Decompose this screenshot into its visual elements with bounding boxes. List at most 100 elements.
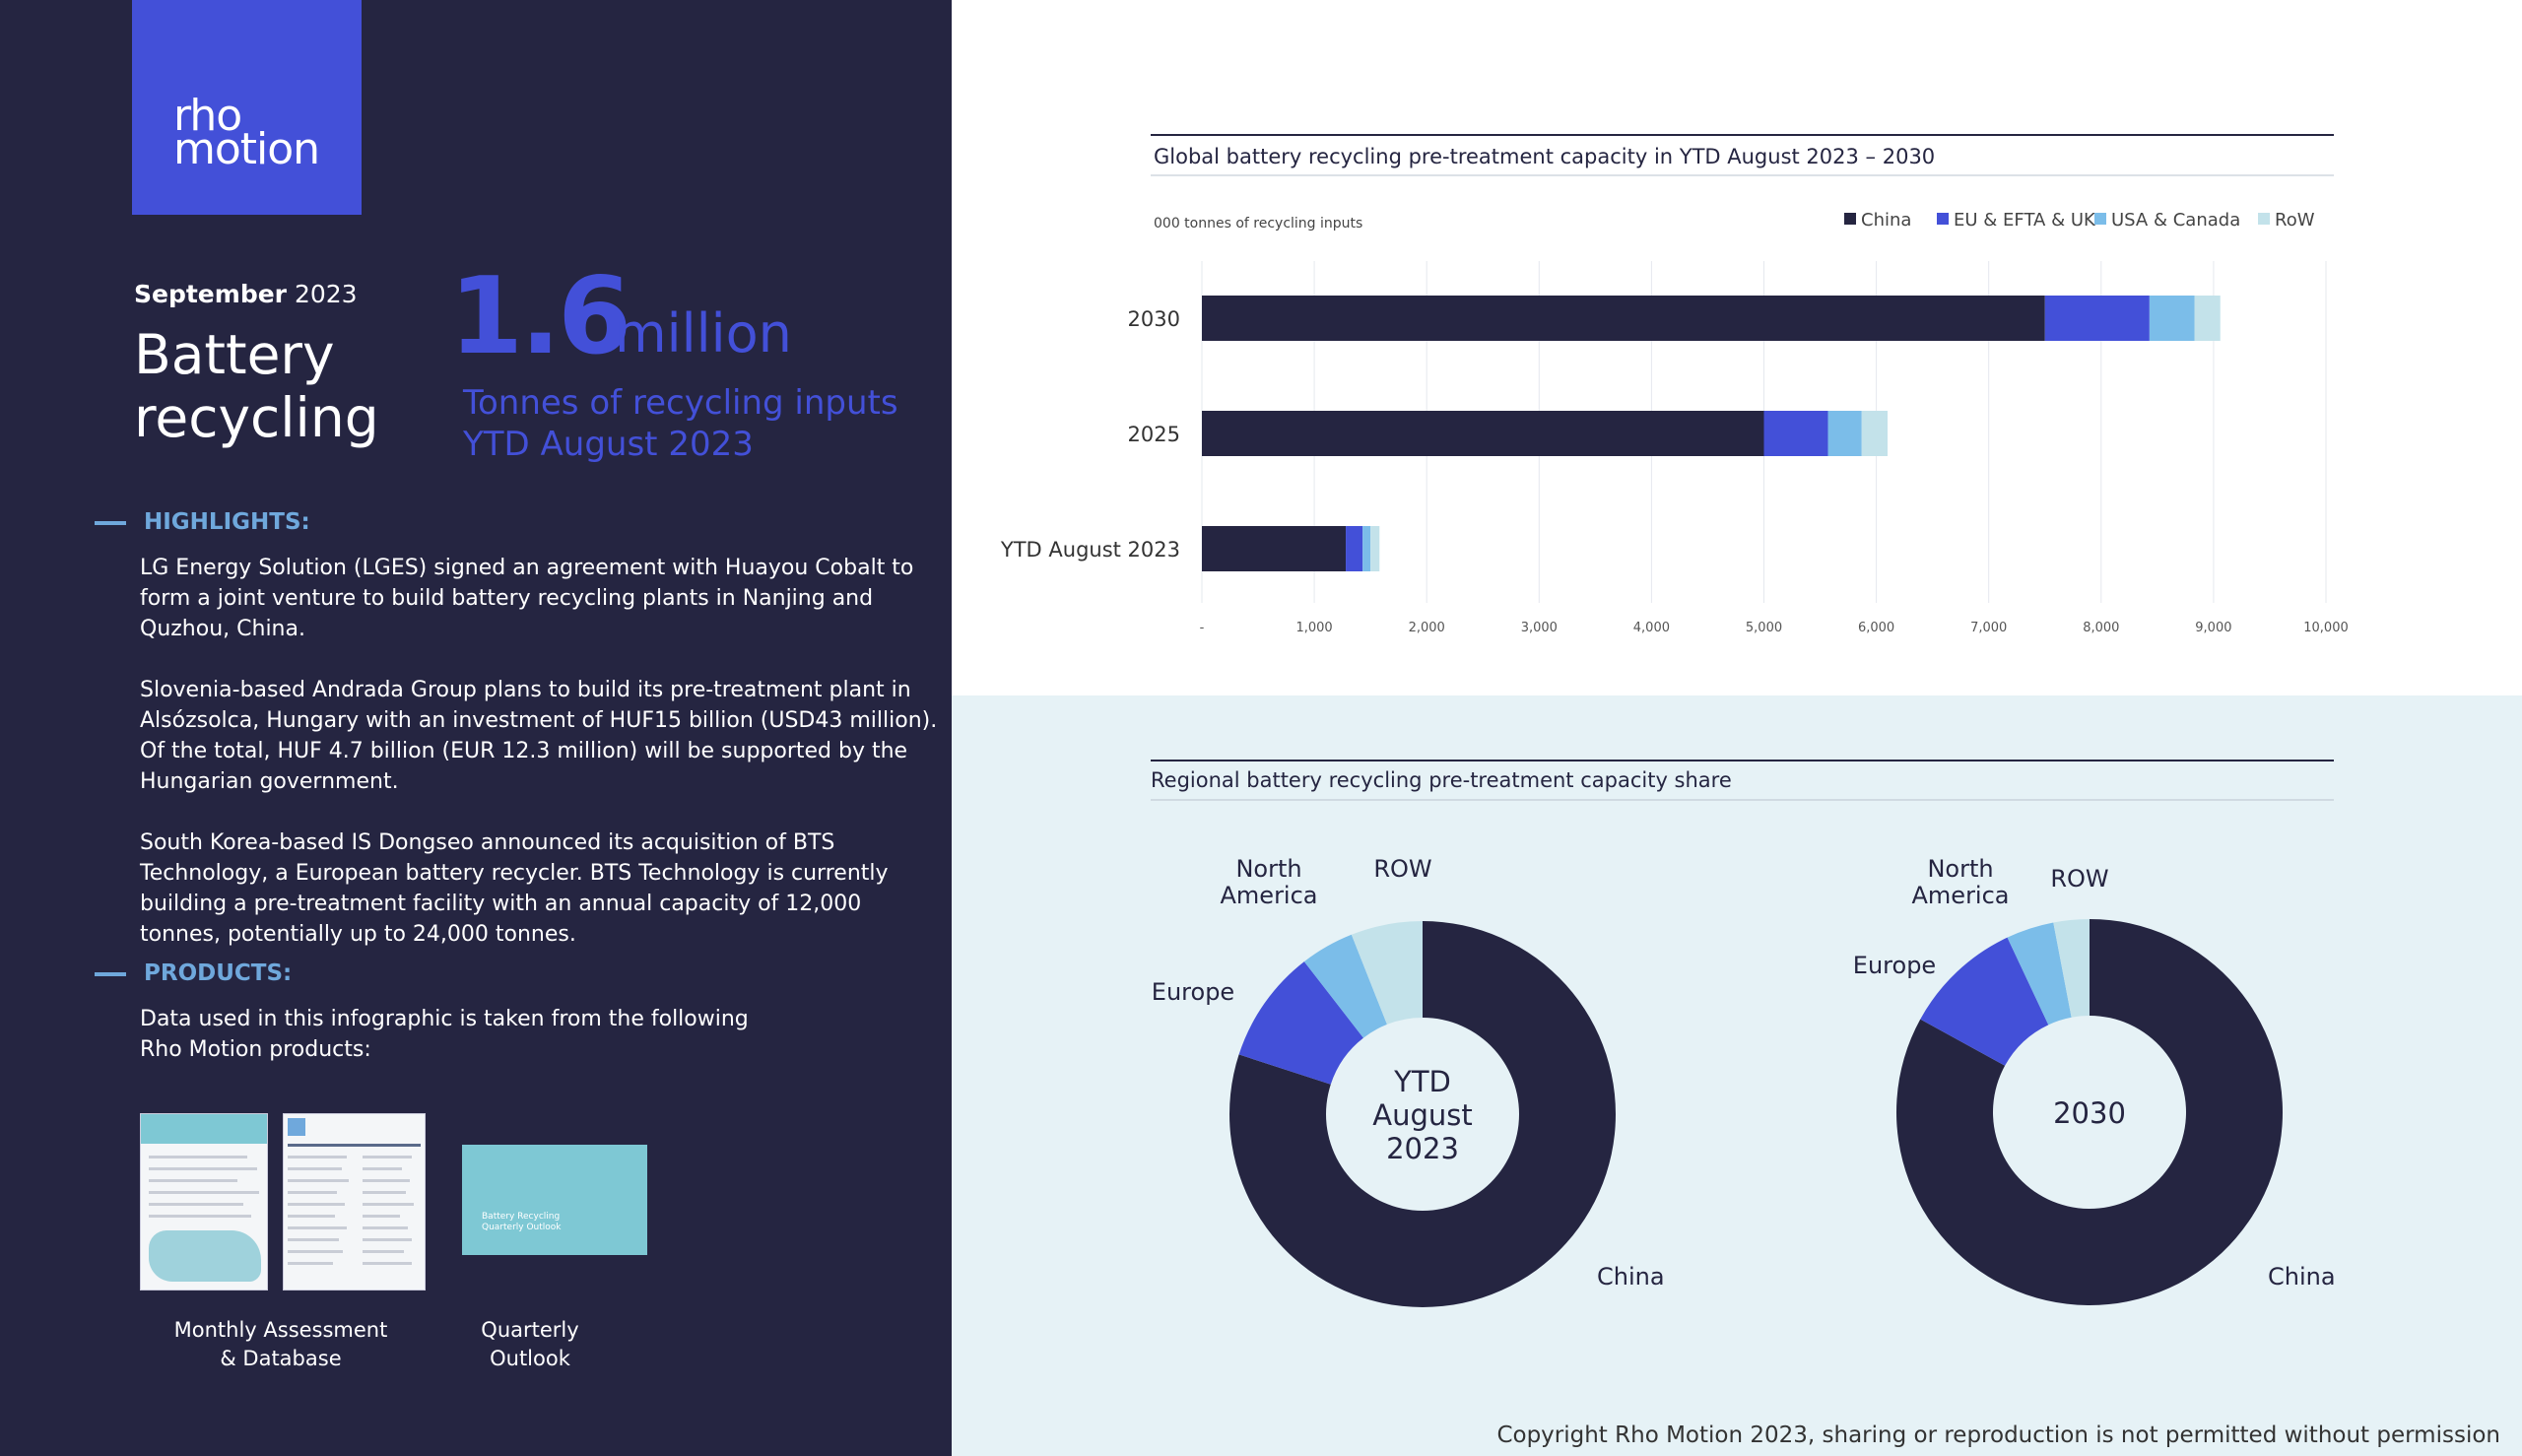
donut-slice-row: [1351, 921, 1423, 1025]
copyright-notice: Copyright Rho Motion 2023, sharing or re…: [1496, 1423, 2500, 1448]
donut-center-label: YTD: [1393, 1065, 1451, 1098]
bar-segment-china: [1202, 296, 2045, 341]
donuts-group: YTDAugust2023ChinaEuropeNorthAmericaROW2…: [1152, 855, 2336, 1307]
products-description: Data used in this infographic is taken f…: [140, 1007, 749, 1062]
page-title: Battery recycling: [134, 323, 379, 449]
world-map-icon: [149, 1230, 261, 1282]
legend-label: China: [1861, 210, 1911, 231]
bar-chart-panel: Global battery recycling pre-treatment c…: [952, 0, 2522, 695]
bar-segment-usa-canada: [1362, 526, 1371, 571]
highlights-dash: [95, 521, 126, 525]
bar-segment-usa-canada: [2149, 296, 2195, 341]
x-tick-label: 5,000: [1746, 621, 1782, 635]
donut-slice-label: Europe: [1853, 952, 1936, 979]
donut-slice-row: [2053, 919, 2090, 1018]
x-tick-label: 4,000: [1633, 621, 1670, 635]
monthly-assessment-label: Monthly Assessment & Database: [169, 1316, 392, 1373]
bar-chart-unit-label: 000 tonnes of recycling inputs: [1154, 216, 1362, 232]
headline-subtitle: Tonnes of recycling inputs YTD August 20…: [463, 382, 936, 465]
donut-slice-label: America: [1912, 882, 2010, 909]
legend-swatch: [1937, 213, 1949, 225]
headline-number: 1.6: [449, 255, 631, 378]
bar-segment-row: [1370, 526, 1380, 571]
legend-label: RoW: [2275, 210, 2315, 231]
headline-unit: million: [615, 302, 792, 364]
x-tick-label: 6,000: [1858, 621, 1894, 635]
highlights-title: HIGHLIGHTS:: [144, 509, 310, 535]
donut-slice-label: North: [1927, 855, 1993, 883]
database-thumbnail[interactable]: [283, 1113, 426, 1291]
legend-swatch: [2094, 213, 2106, 225]
x-tick-label: 1,000: [1295, 621, 1332, 635]
rho-motion-logo: rho motion: [132, 0, 362, 215]
quarterly-outlook-thumbnail[interactable]: Battery Recycling Quarterly Outlook: [462, 1145, 647, 1255]
x-tick-label: 10,000: [2303, 621, 2349, 635]
donut-center-label: 2030: [2053, 1096, 2126, 1130]
donut-slice-label: ROW: [2050, 865, 2108, 893]
bar-chart-legend: China EU & EFTA & UK USA & Canada RoW: [1844, 210, 2315, 231]
monthly-assessment-label-line2: & Database: [220, 1347, 342, 1370]
donut-chart-title: Regional battery recycling pre-treatment…: [1151, 768, 1732, 792]
donut-slice-label: America: [1221, 882, 1318, 909]
donut-slice-north-america: [1303, 934, 1387, 1038]
category-label: 2025: [1128, 423, 1180, 446]
left-panel: rho motion September 2023 Battery recycl…: [0, 0, 952, 1456]
capacity-bar-chart: Global battery recycling pre-treatment c…: [1000, 134, 2349, 635]
x-tick-label: -: [1200, 621, 1205, 635]
bar-segment-eu-efta-uk: [1763, 411, 1828, 456]
quarterly-outlook-label-line2: Outlook: [490, 1347, 570, 1370]
headline-subtitle-line1: Tonnes of recycling inputs: [463, 383, 898, 423]
donut-chart-panel: Regional battery recycling pre-treatment…: [952, 695, 2522, 1456]
donut-center-label: August: [1372, 1098, 1473, 1132]
quarterly-outlook-label-line1: Quarterly: [481, 1318, 579, 1342]
donut-slice-china: [1229, 921, 1616, 1307]
legend-label: USA & Canada: [2111, 210, 2240, 231]
bar-segment-row: [2194, 296, 2221, 341]
quarterly-outlook-thumb-text: Battery Recycling Quarterly Outlook: [482, 1212, 562, 1232]
x-tick-label: 3,000: [1521, 621, 1558, 635]
products-title: PRODUCTS:: [144, 960, 293, 986]
quarterly-outlook-label: Quarterly Outlook: [451, 1316, 609, 1373]
category-label: 2030: [1128, 307, 1180, 331]
category-label: YTD August 2023: [1000, 538, 1180, 562]
donut-slice-label: Europe: [1152, 978, 1234, 1006]
donut-center-label: 2023: [1386, 1132, 1459, 1165]
legend-swatch: [1844, 213, 1856, 225]
bar-segment-china: [1202, 526, 1347, 571]
bar-segment-china: [1202, 411, 1764, 456]
thumbnail-header: [141, 1114, 267, 1144]
logo-line2: motion: [173, 124, 320, 174]
legend-label: EU & EFTA & UK: [1954, 210, 2096, 231]
thumbnail-badge: [288, 1118, 305, 1136]
donut-slice-label: China: [1597, 1263, 1665, 1291]
highlight-item: LG Energy Solution (LGES) signed an agre…: [140, 556, 914, 641]
donut-slice-europe: [1920, 937, 2049, 1066]
bar-segment-eu-efta-uk: [2044, 296, 2150, 341]
bar-chart-categories: 2030 2025 YTD August 2023: [1000, 307, 1180, 562]
logo-line1: rho: [173, 91, 242, 141]
highlight-item: South Korea-based IS Dongseo announced i…: [140, 830, 889, 947]
bar-segment-usa-canada: [1827, 411, 1862, 456]
donut-slice-label: North: [1235, 855, 1301, 883]
bar-chart-title: Global battery recycling pre-treatment c…: [1154, 145, 1935, 168]
bar-chart-x-ticks: - 1,000 2,000 3,000 4,000 5,000 6,000 7,000 8,00…: [1200, 621, 2349, 635]
legend-swatch: [2258, 213, 2270, 225]
headline-subtitle-line2: YTD August 2023: [463, 425, 754, 464]
x-tick-label: 7,000: [1970, 621, 2007, 635]
capacity-share-donut-charts: Regional battery recycling pre-treatment…: [1151, 760, 2336, 1307]
x-tick-label: 8,000: [2083, 621, 2119, 635]
report-year: 2023: [294, 280, 358, 308]
products-dash: [95, 972, 126, 976]
report-date: September 2023: [134, 280, 358, 308]
monthly-assessment-label-line1: Monthly Assessment: [173, 1318, 388, 1342]
bar-chart-bars: [1202, 296, 2221, 571]
monthly-assessment-thumbnail[interactable]: [140, 1113, 268, 1291]
highlight-item: Slovenia-based Andrada Group plans to bu…: [140, 678, 938, 794]
bar-segment-eu-efta-uk: [1346, 526, 1363, 571]
donut-slice-label: ROW: [1373, 855, 1431, 883]
donut-slice-china: [1896, 919, 2283, 1305]
report-month: September: [134, 280, 287, 308]
bar-segment-row: [1861, 411, 1889, 456]
x-tick-label: 2,000: [1409, 621, 1445, 635]
donut-slice-label: China: [2268, 1263, 2336, 1291]
